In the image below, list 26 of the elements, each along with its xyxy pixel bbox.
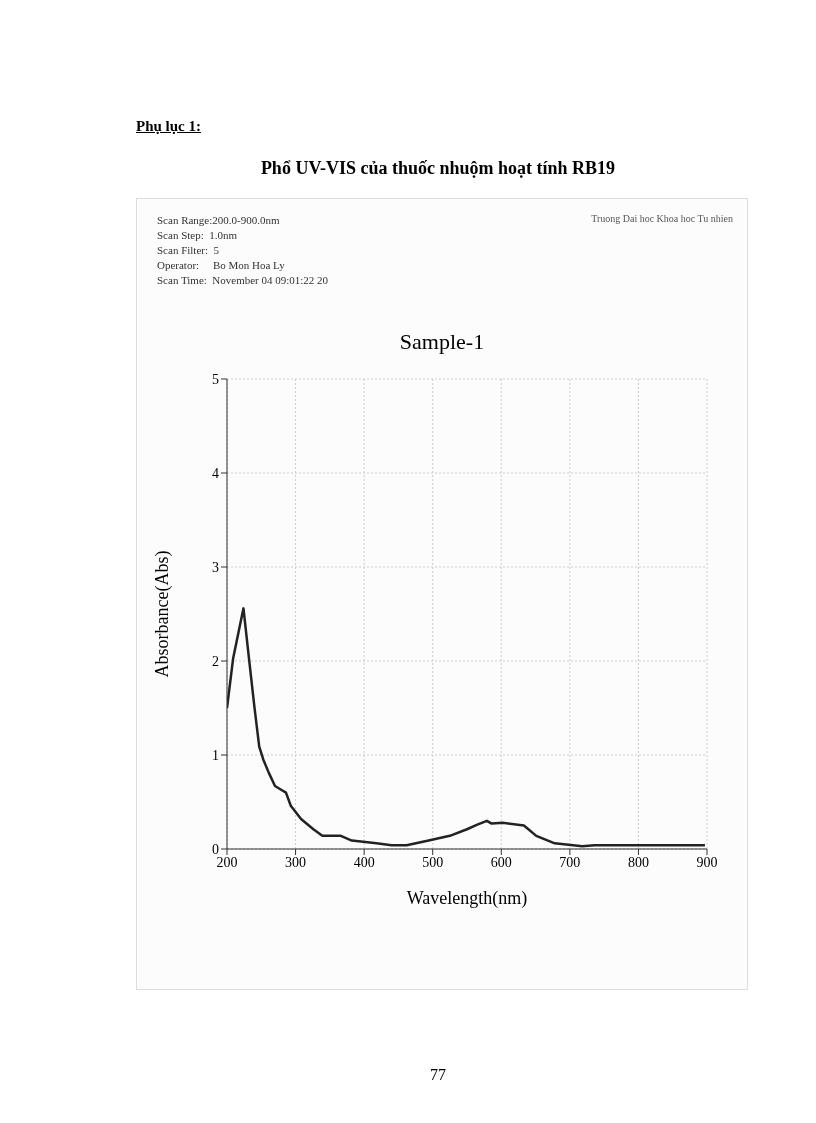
chart-title: Phổ UV-VIS của thuốc nhuộm hoạt tính RB19 <box>259 158 617 179</box>
x-tick-label: 200 <box>216 854 238 870</box>
y-axis-title: Absorbance(Abs) <box>152 550 174 678</box>
text: Scan Filter: 5 <box>157 243 221 258</box>
y-tick-label: 3 <box>212 559 219 575</box>
x-tick-label: 500 <box>422 854 444 870</box>
y-tick-label: 2 <box>212 653 219 669</box>
text: Scan Time: November 04 09:01:22 20 <box>157 273 329 288</box>
chart-subtitle: Sample-1 <box>398 329 486 355</box>
x-axis-title: Wavelength(nm) <box>406 888 528 909</box>
y-tick-label: 0 <box>212 841 219 857</box>
text: Phụ lục 1: <box>136 118 202 135</box>
text: Operator: Bo Mon Hoa Ly <box>157 258 286 273</box>
text: Scan Step: 1.0nm <box>157 228 239 243</box>
x-tick-label: 900 <box>696 854 718 870</box>
text: Scan Range:200.0-900.0nm <box>157 213 281 228</box>
text: Truong Dai hoc Khoa hoc Tu nhien <box>591 213 733 224</box>
x-tick-label: 400 <box>353 854 375 870</box>
y-tick-label: 4 <box>212 465 219 481</box>
x-tick-label: 800 <box>627 854 649 870</box>
x-tick-label: 600 <box>490 854 512 870</box>
text: 77 <box>429 1066 447 1084</box>
x-tick-label: 700 <box>559 854 581 870</box>
y-tick-label: 1 <box>212 747 219 763</box>
x-tick-label: 300 <box>285 854 307 870</box>
y-tick-label: 5 <box>212 371 219 387</box>
